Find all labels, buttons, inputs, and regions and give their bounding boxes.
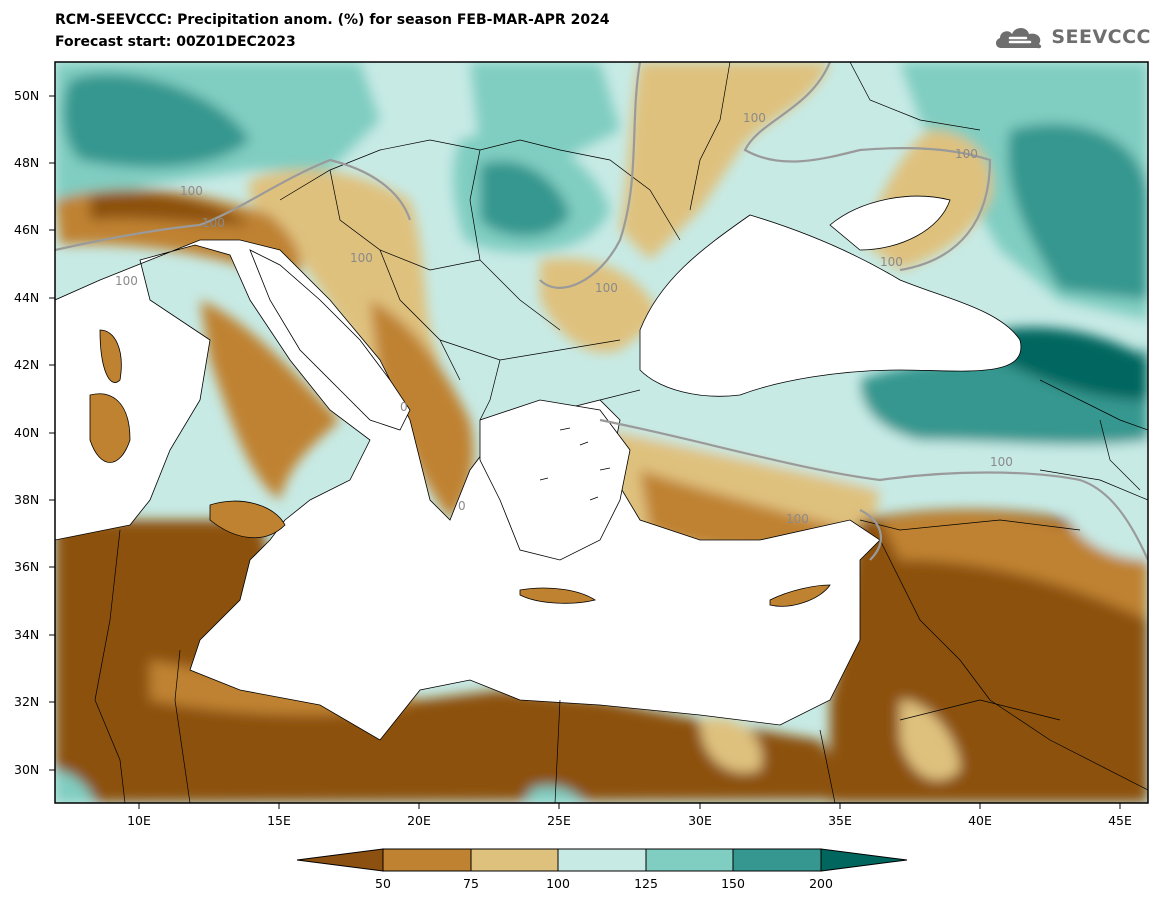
- latitude-axis: [49, 95, 55, 771]
- contour-label: 100: [202, 216, 225, 230]
- legend-swatch-125-150: [645, 848, 734, 872]
- lat-tick-label: 30N: [14, 762, 39, 777]
- lat-tick-label: 34N: [14, 627, 39, 642]
- map-title: RCM-SEEVCCC: Precipitation anom. (%) for…: [55, 12, 610, 28]
- legend-label: 100: [546, 876, 570, 891]
- contour-100-lines: [55, 62, 1148, 561]
- legend-label: 75: [463, 876, 479, 891]
- lon-tick-label: 35E: [828, 813, 852, 828]
- lon-tick-label: 15E: [267, 813, 291, 828]
- lat-tick-label: 32N: [14, 694, 39, 709]
- lat-tick-label: 48N: [14, 155, 39, 170]
- legend-label: 200: [809, 876, 833, 891]
- legend-labels: 50 75 100 125 150 200: [375, 876, 833, 891]
- legend-swatch-50-75: [382, 848, 472, 872]
- legend-swatch-above-200: [820, 848, 908, 872]
- logo-text: SEEVCCC: [1051, 26, 1151, 48]
- contour-label: 100: [595, 281, 618, 295]
- contour-label: 100: [115, 274, 138, 288]
- lat-tick-label: 50N: [14, 88, 39, 103]
- contour-label: 0: [458, 499, 466, 513]
- lon-tick-label: 20E: [407, 813, 431, 828]
- lat-tick-label: 46N: [14, 222, 39, 237]
- lon-tick-label: 40E: [968, 813, 992, 828]
- legend-swatch-75-100: [470, 848, 559, 872]
- latitude-labels: 50N 48N 46N 44N 42N 40N 38N 36N 34N 32N …: [14, 88, 39, 777]
- islands: [89, 329, 831, 607]
- lat-tick-label: 38N: [14, 492, 39, 507]
- seevccc-logo: SEEVCCC: [993, 22, 1151, 52]
- anomaly-fields: [55, 62, 1148, 803]
- longitude-labels: 10E 15E 20E 25E 30E 35E 40E 45E: [127, 813, 1132, 828]
- lon-tick-label: 45E: [1108, 813, 1132, 828]
- sea-areas: [55, 195, 1022, 741]
- longitude-axis: [138, 803, 1121, 809]
- legend-swatch-150-200: [732, 848, 822, 872]
- contour-label: 100: [955, 147, 978, 161]
- lon-tick-label: 25E: [547, 813, 571, 828]
- legend-swatch-100-125: [557, 848, 647, 872]
- lat-tick-label: 40N: [14, 425, 39, 440]
- legend-label: 50: [375, 876, 391, 891]
- lon-tick-label: 10E: [127, 813, 151, 828]
- colorbar-legend: [296, 848, 908, 872]
- contour-label: 100: [990, 455, 1013, 469]
- contour-label: 100: [350, 251, 373, 265]
- country-borders: [94, 62, 1148, 803]
- cloud-icon: [996, 28, 1042, 49]
- legend-swatch-below-50: [296, 848, 384, 872]
- lon-tick-label: 30E: [688, 813, 712, 828]
- contour-label: 100: [180, 184, 203, 198]
- forecast-start-label: Forecast start: 00Z01DEC2023: [55, 34, 296, 50]
- contour-label: 100: [743, 111, 766, 125]
- contour-label: 100: [786, 512, 809, 526]
- contour-label: 100: [880, 255, 903, 269]
- map-area: 100 100 100 100 100 100 100 100 100 100 …: [55, 62, 1148, 803]
- lat-tick-label: 44N: [14, 290, 39, 305]
- legend-label: 150: [721, 876, 745, 891]
- contour-labels: 100 100 100 100 100 100 100 100 100 100 …: [115, 111, 1013, 526]
- legend-label: 125: [634, 876, 658, 891]
- lat-tick-label: 36N: [14, 559, 39, 574]
- contour-label: 0: [400, 400, 408, 414]
- lat-tick-label: 42N: [14, 357, 39, 372]
